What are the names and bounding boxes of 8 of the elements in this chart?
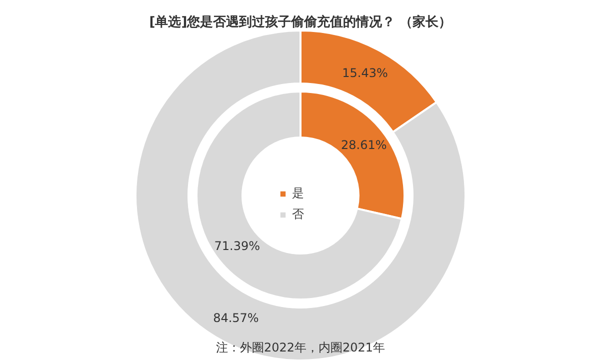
data-label: 71.39%	[214, 238, 260, 253]
chart-title: [单选]您是否遇到过孩子偷偷充值的情况？ （家长）	[149, 14, 452, 30]
legend-label: 是	[292, 185, 305, 202]
data-label: 15.43%	[342, 66, 388, 80]
data-label: 28.61%	[341, 138, 387, 152]
data-label: 84.57%	[213, 311, 259, 326]
text: 注：外圈2022年，内圈2021年	[216, 340, 386, 354]
legend-label: 否	[292, 206, 305, 223]
